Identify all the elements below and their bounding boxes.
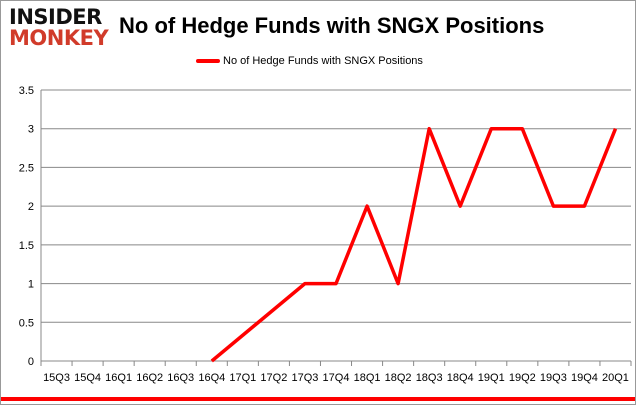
x-tick-label: 19Q4 (571, 372, 598, 384)
y-tick-label: 0.5 (19, 317, 34, 329)
y-tick-label: 2.5 (19, 162, 34, 174)
x-tick-label: 19Q3 (540, 372, 567, 384)
bottom-accent-bar (1, 397, 635, 401)
x-tick-label: 15Q3 (43, 372, 70, 384)
x-tick-label: 17Q3 (291, 372, 318, 384)
x-tick-label: 18Q4 (447, 372, 474, 384)
y-tick-label: 3 (28, 124, 34, 136)
x-tick-label: 18Q1 (354, 372, 381, 384)
x-tick-label: 18Q2 (385, 372, 412, 384)
x-tick-label: 20Q1 (602, 372, 629, 384)
logo-line1: INSIDER (9, 5, 102, 29)
x-tick-label: 16Q2 (136, 372, 163, 384)
x-tick-label: 19Q1 (478, 372, 505, 384)
x-tick-label: 16Q4 (198, 372, 225, 384)
series-line (210, 126, 618, 363)
x-tick-label: 16Q1 (105, 372, 132, 384)
x-tick-label: 17Q2 (260, 372, 287, 384)
legend-swatch (196, 59, 220, 63)
x-tick-label: 17Q4 (323, 372, 350, 384)
x-tick-label: 19Q2 (509, 372, 536, 384)
legend-label: No of Hedge Funds with SNGX Positions (223, 55, 423, 67)
x-tick-label: 15Q4 (74, 372, 101, 384)
x-tick-label: 18Q3 (416, 372, 443, 384)
logo-line2: MONKEY (9, 26, 109, 50)
y-tick-label: 1 (28, 279, 34, 291)
legend: No of Hedge Funds with SNGX Positions (196, 55, 423, 67)
x-tick-label: 17Q1 (229, 372, 256, 384)
x-tick-label: 16Q3 (167, 372, 194, 384)
y-tick-label: 2 (28, 201, 34, 213)
chart-title: No of Hedge Funds with SNGX Positions (119, 13, 545, 38)
y-tick-label: 1.5 (19, 240, 34, 252)
insider-monkey-logo: INSIDER MONKEY (9, 5, 109, 50)
y-tick-label: 0 (28, 356, 34, 368)
y-tick-label: 3.5 (19, 85, 34, 97)
